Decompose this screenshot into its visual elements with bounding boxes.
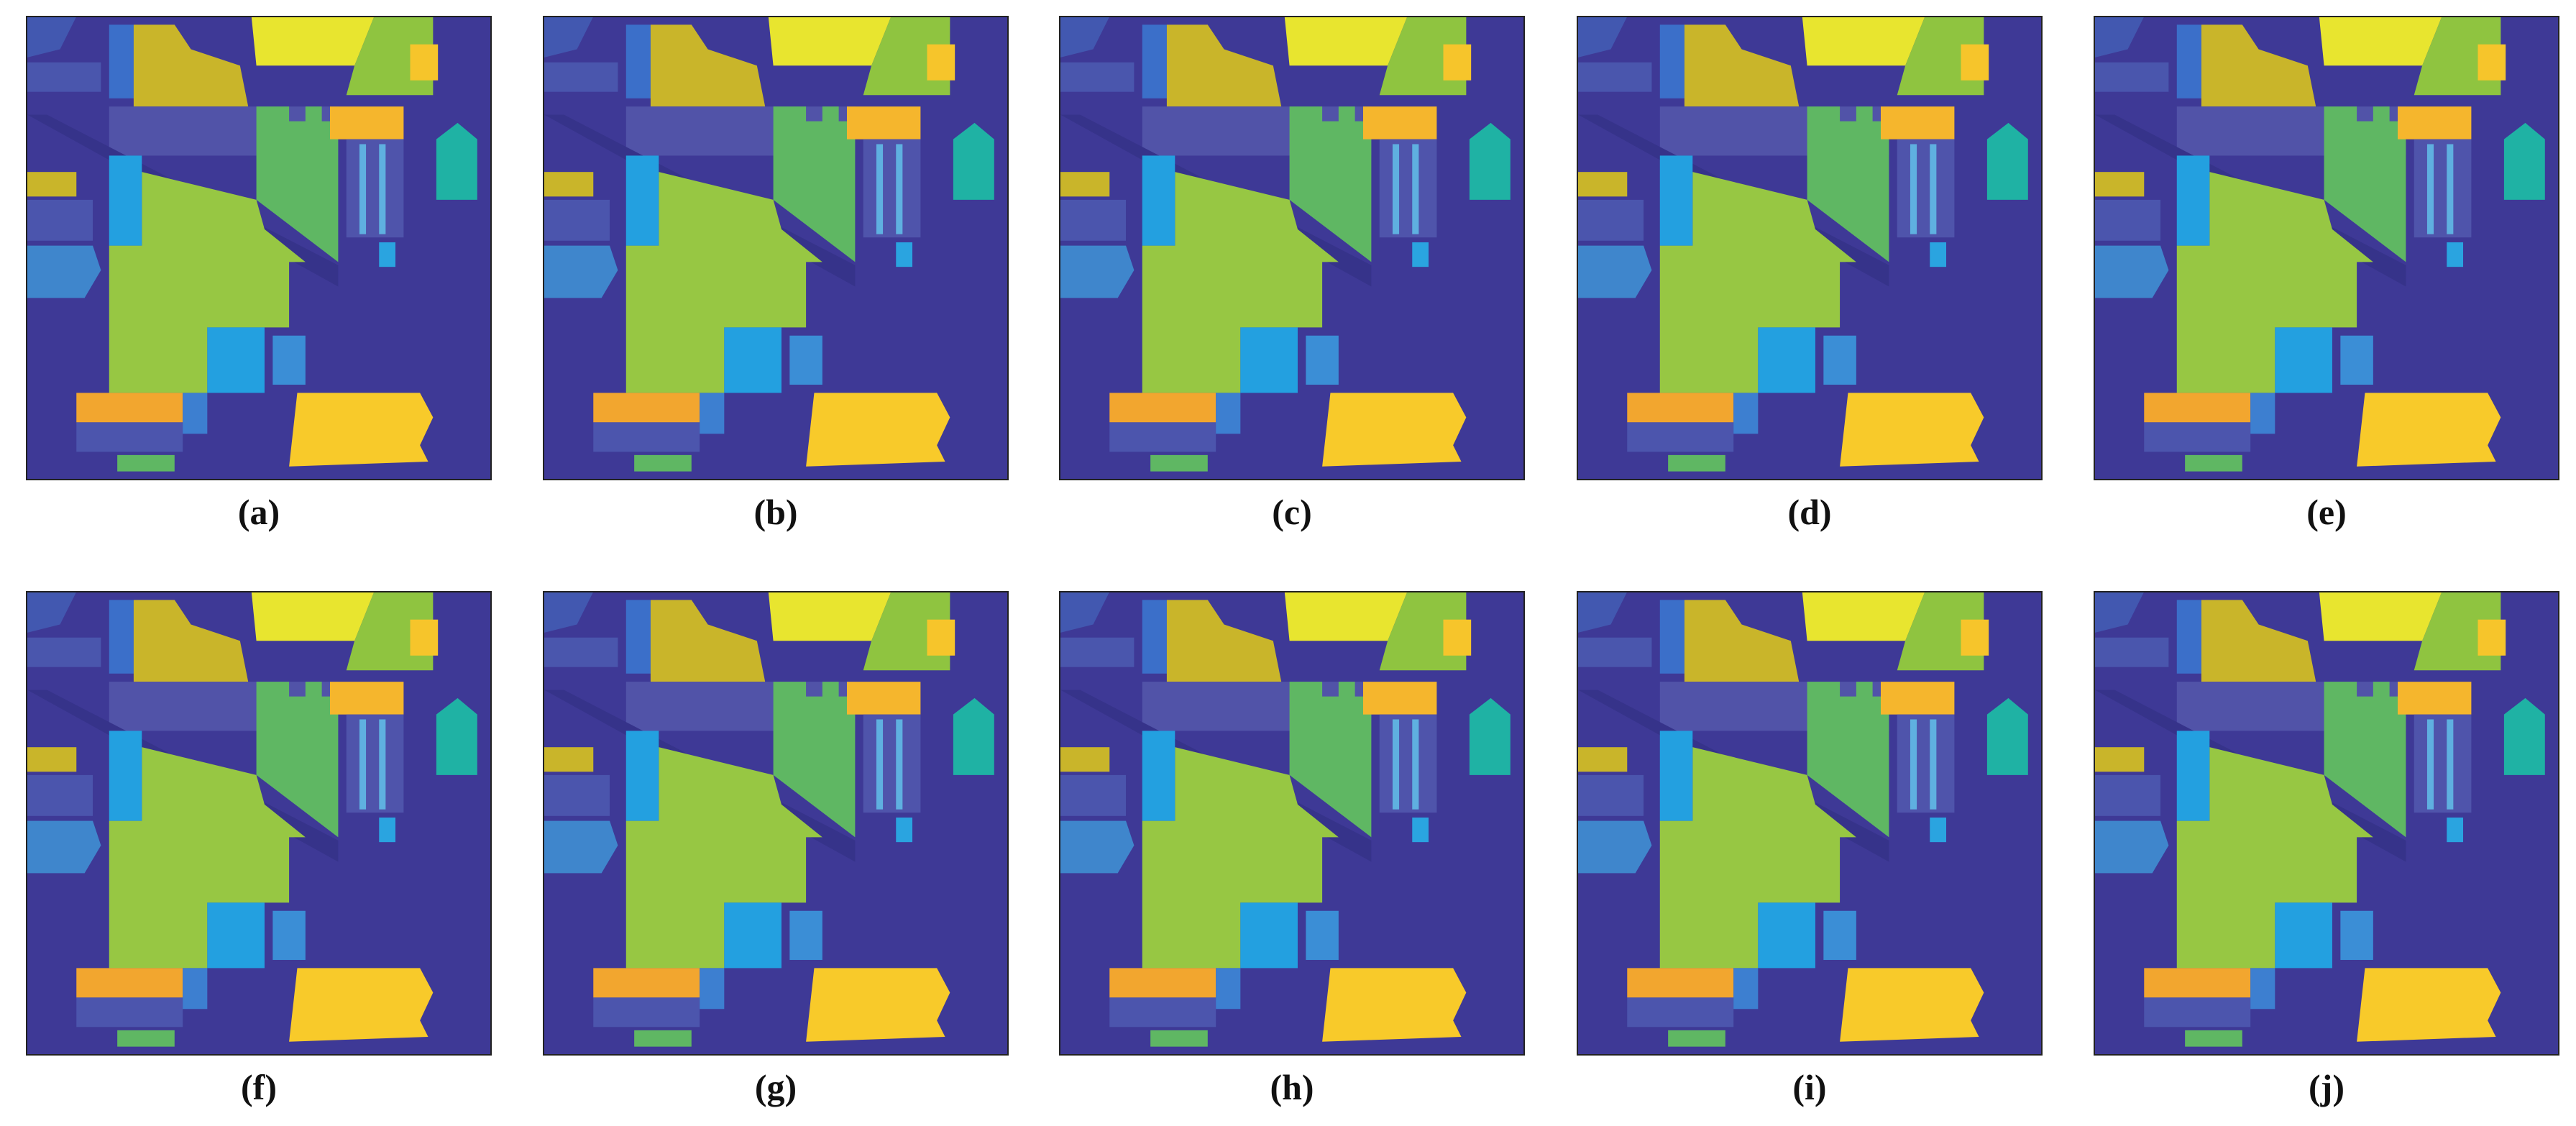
classification-map — [1578, 592, 2041, 1055]
classification-map — [27, 592, 490, 1055]
map-frame — [1059, 591, 1525, 1056]
map-frame — [543, 16, 1009, 480]
classification-map — [2095, 592, 2558, 1055]
classification-map — [544, 17, 1007, 480]
classification-map — [1060, 17, 1523, 480]
panel-label: (j) — [2309, 1067, 2344, 1107]
map-frame — [2094, 591, 2559, 1056]
panel-label: (e) — [2306, 492, 2347, 532]
classification-map — [1060, 592, 1523, 1055]
panel-label: (h) — [1270, 1067, 1314, 1107]
classification-map — [27, 17, 490, 480]
map-frame — [1577, 591, 2043, 1056]
map-frame — [2094, 16, 2559, 480]
panel-label: (b) — [753, 492, 797, 532]
panel-label: (d) — [1787, 492, 1831, 532]
panel-label: (c) — [1272, 492, 1312, 532]
map-frame — [26, 591, 492, 1056]
classification-map — [1578, 17, 2041, 480]
panel-label: (f) — [241, 1067, 277, 1107]
classification-map — [2095, 17, 2558, 480]
map-frame — [1059, 16, 1525, 480]
panel-label: (a) — [238, 492, 280, 532]
map-frame — [26, 16, 492, 480]
panel-label: (g) — [755, 1067, 797, 1107]
panel-label: (i) — [1792, 1067, 1826, 1107]
classification-map — [544, 592, 1007, 1055]
map-frame — [1577, 16, 2043, 480]
map-frame — [543, 591, 1009, 1056]
